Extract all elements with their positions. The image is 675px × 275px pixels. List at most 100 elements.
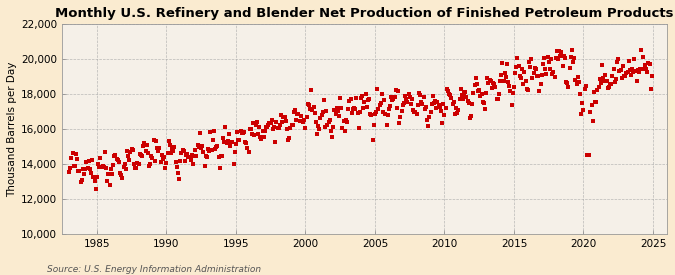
Point [182,152,192,156]
Point [346,111,357,116]
Point [265,121,276,125]
Point [555,54,566,58]
Point [369,112,380,116]
Point [353,125,364,130]
Point [205,130,216,134]
Point [269,125,279,129]
Point [456,93,467,98]
Point [323,120,334,125]
Point [105,167,116,171]
Point [433,103,444,107]
Point [310,120,321,125]
Point [480,107,491,111]
Point [352,111,363,115]
Point [558,54,569,58]
Point [634,69,645,74]
Point [223,131,234,136]
Point [427,93,438,98]
Point [338,119,349,123]
Point [241,141,252,145]
Point [561,79,572,84]
Point [255,135,266,139]
Point [328,125,339,129]
Point [512,56,523,60]
Point [133,162,144,166]
Point [351,96,362,100]
Point [490,85,501,90]
Point [207,138,218,142]
Point [248,121,259,125]
Point [212,144,223,148]
Point [280,119,291,123]
Point [87,157,98,162]
Point [68,163,79,168]
Point [503,80,514,84]
Point [594,77,605,81]
Point [146,153,157,158]
Point [244,127,255,131]
Point [409,109,420,114]
Point [601,78,612,83]
Point [439,113,450,117]
Point [411,112,422,116]
Point [304,106,315,111]
Point [645,87,656,91]
Point [621,71,632,75]
Point [485,78,496,83]
Point [438,101,449,106]
Point [128,162,139,167]
Point [580,83,591,88]
Point [122,149,132,153]
Point [115,171,126,175]
Point [97,164,108,168]
Point [543,60,554,64]
Point [628,70,639,74]
Point [508,91,518,95]
Point [585,110,596,114]
Point [516,75,526,80]
Point [340,128,350,133]
Point [524,64,535,69]
Point [111,157,122,162]
Point [406,102,416,106]
Point [639,63,650,67]
Point [429,101,439,106]
Point [511,65,522,70]
Point [159,155,169,159]
Point [144,164,155,168]
Point [474,87,485,92]
Point [232,130,242,134]
Point [471,82,482,86]
Point [589,90,599,94]
Point [599,78,610,83]
Point [259,134,269,139]
Point [170,160,181,164]
Point [510,71,520,75]
Point [196,146,207,151]
Point [296,119,307,123]
Point [148,138,159,142]
Point [545,57,556,61]
Point [500,75,511,79]
Point [398,101,409,105]
Point [312,131,323,136]
Point [191,154,202,159]
Point [149,159,160,164]
Point [218,136,229,140]
Point [578,108,589,112]
Point [383,107,394,112]
Point [541,72,551,76]
Point [349,106,360,110]
Point [496,73,507,77]
Point [76,178,87,183]
Point [571,82,582,86]
Point [184,155,195,159]
Point [126,147,137,151]
Point [385,95,396,99]
Point [615,68,626,72]
Point [113,160,124,164]
Point [447,102,458,106]
Point [493,92,504,96]
Point [343,107,354,112]
Point [375,100,386,105]
